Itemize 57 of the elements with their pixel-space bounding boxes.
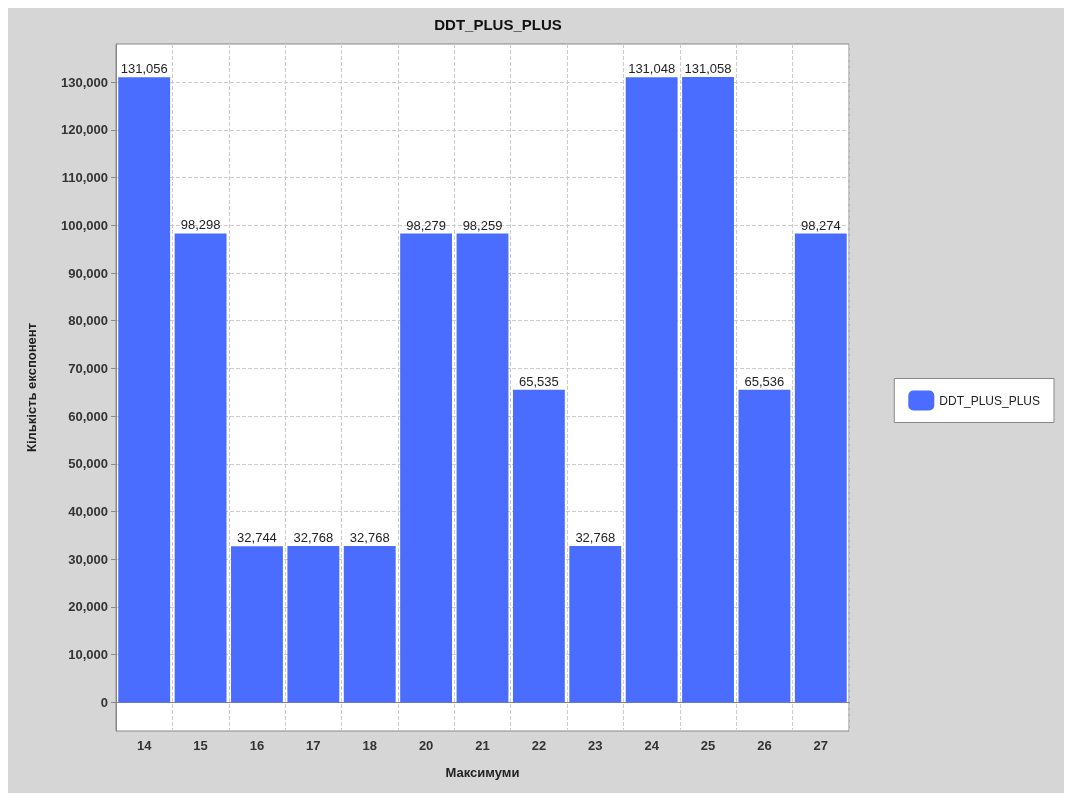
bar [400, 233, 453, 703]
y-tick-label: 120,000 [61, 122, 108, 138]
data-label: 32,768 [575, 530, 616, 546]
bar [118, 77, 171, 703]
bar [569, 546, 622, 703]
y-tick-label: 50,000 [68, 456, 108, 472]
x-tick-label: 22 [531, 738, 547, 753]
x-tick-label: 27 [813, 738, 829, 753]
x-tick-label: 25 [700, 738, 716, 753]
y-axis-title: Кількість експонент [24, 322, 39, 453]
data-label: 98,298 [180, 217, 221, 233]
data-label: 98,279 [406, 217, 446, 233]
y-tick-label: 100,000 [61, 217, 108, 233]
data-label: 65,536 [744, 373, 785, 389]
bar [231, 546, 283, 703]
data-label: 98,274 [800, 217, 841, 233]
x-tick-label: 20 [418, 738, 434, 753]
data-label: 32,768 [293, 530, 334, 546]
x-tick-label: 18 [362, 738, 377, 753]
chart-title: DDT_PLUS_PLUS [434, 16, 562, 33]
x-tick-label: 26 [757, 738, 772, 753]
y-tick-label: 60,000 [68, 408, 108, 424]
bar [794, 233, 847, 703]
bar [682, 77, 734, 703]
data-label: 131,048 [628, 61, 676, 77]
data-label: 98,259 [462, 217, 503, 233]
data-label: 131,058 [684, 61, 732, 77]
y-tick-label: 90,000 [68, 265, 108, 281]
y-tick-label: 10,000 [68, 647, 108, 663]
bar [456, 233, 509, 703]
data-label: 32,744 [237, 530, 277, 546]
legend-label: DDT_PLUS_PLUS [939, 393, 1041, 408]
y-tick-label: 40,000 [68, 504, 108, 520]
x-tick-label: 21 [475, 738, 490, 753]
bar [625, 77, 678, 703]
x-tick-label: 15 [193, 738, 208, 753]
x-axis-title: Максимуми [445, 765, 520, 780]
data-label: 65,535 [519, 373, 559, 389]
y-tick-label: 30,000 [68, 551, 108, 567]
bar [738, 389, 791, 703]
bar [343, 546, 396, 703]
y-tick-label: 20,000 [68, 599, 108, 615]
x-tick-label: 23 [588, 738, 603, 753]
y-tick-label: 130,000 [61, 74, 108, 90]
y-tick-label: 110,000 [61, 170, 108, 186]
bar [174, 233, 227, 703]
x-tick-label: 17 [306, 738, 321, 753]
x-tick-label: 14 [136, 738, 153, 753]
y-tick-label: 80,000 [68, 313, 108, 329]
y-tick-label: 0 [100, 694, 108, 710]
y-tick-label: 70,000 [68, 360, 108, 376]
bar [287, 546, 340, 703]
bar [512, 389, 565, 703]
x-tick-label: 24 [644, 738, 660, 753]
data-label: 131,056 [120, 61, 168, 77]
data-label: 32,768 [349, 530, 390, 546]
x-tick-label: 16 [249, 738, 265, 753]
